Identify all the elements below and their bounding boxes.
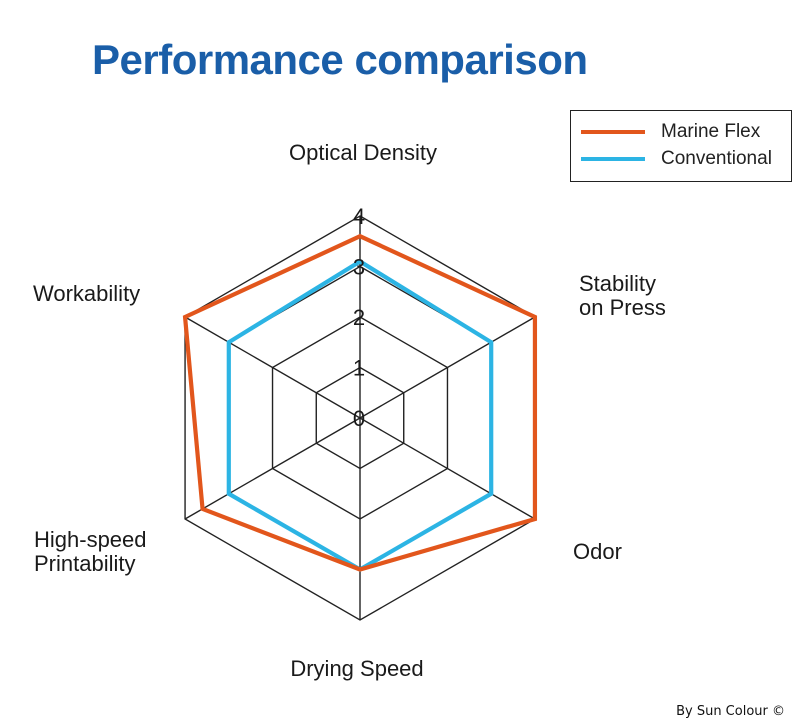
axis-spoke-workability xyxy=(184,316,361,419)
point-conventional-optical-density xyxy=(358,259,362,264)
point-marine-flex-optical-density xyxy=(358,234,362,238)
point-marine-flex-high-speed-printability xyxy=(200,507,205,511)
axis-label-drying-speed: Drying Speed xyxy=(290,656,423,681)
tick-label-2: 2 xyxy=(353,305,365,330)
legend: Marine Flex Conventional xyxy=(570,110,792,182)
radar-ticks: 0 1 2 3 4 xyxy=(353,204,365,431)
point-conventional-high-speed-printability xyxy=(227,492,231,496)
axis-spoke-high-speed-printability xyxy=(184,417,361,520)
radar-axis-labels: Optical Density Stability on Press Odor Dryi… xyxy=(33,140,666,681)
legend-item-marine-flex: Marine Flex xyxy=(581,120,760,144)
legend-item-conventional: Conventional xyxy=(581,147,772,171)
tick-label-4: 4 xyxy=(353,204,365,229)
legend-swatch-marine-flex xyxy=(581,130,645,134)
tick-label-0: 0 xyxy=(353,406,365,431)
axis-spoke-odor xyxy=(359,417,536,520)
chart-title: Performance comparison xyxy=(92,36,588,83)
credit-text: By Sun Colour © xyxy=(676,704,785,719)
point-conventional-stability-on-press xyxy=(489,340,493,344)
radar-series xyxy=(182,233,538,572)
axis-label-high-speed-printability: High-speed Printability xyxy=(34,527,147,576)
tick-label-1: 1 xyxy=(353,356,365,381)
axis-label-workability: Workability xyxy=(33,281,140,306)
point-marine-flex-odor xyxy=(533,517,537,521)
legend-label-conventional: Conventional xyxy=(661,148,772,169)
axis-label-optical-density: Optical Density xyxy=(289,140,437,165)
point-conventional-odor xyxy=(489,492,493,496)
point-conventional-workability xyxy=(227,340,231,344)
point-marine-flex-drying-speed xyxy=(358,567,362,572)
axis-spoke-stability-on-press xyxy=(359,316,536,419)
point-marine-flex-workability xyxy=(183,315,187,319)
point-marine-flex-stability-on-press xyxy=(533,315,537,319)
axis-label-stability-on-press: Stability on Press xyxy=(579,271,666,320)
tick-label-3: 3 xyxy=(353,255,365,280)
axis-label-odor: Odor xyxy=(573,539,622,564)
legend-label-marine-flex: Marine Flex xyxy=(661,121,761,142)
legend-swatch-conventional xyxy=(581,157,645,161)
